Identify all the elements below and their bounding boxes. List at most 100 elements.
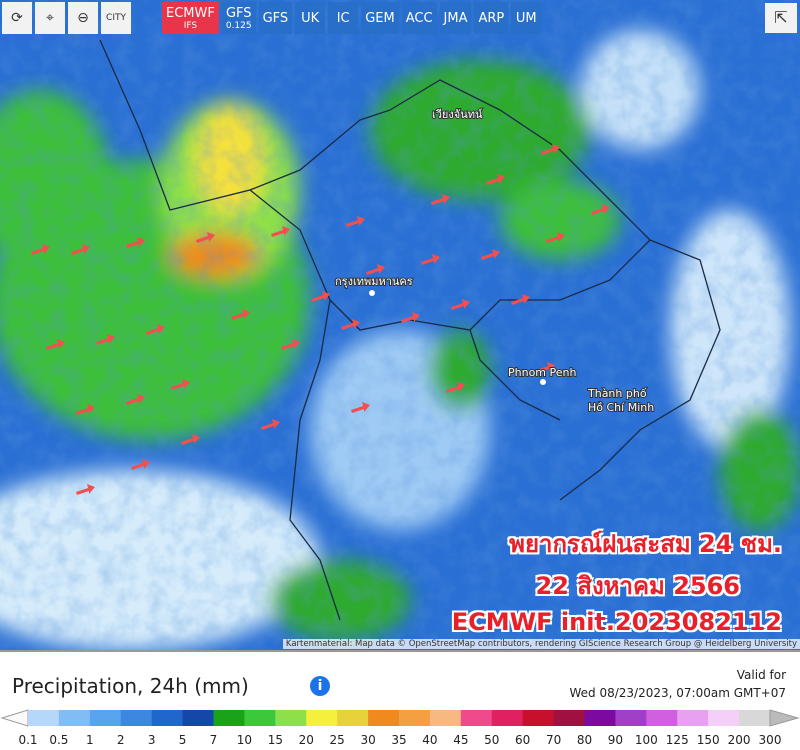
wind-arrow <box>146 324 165 335</box>
wind-arrow <box>546 232 565 243</box>
city-label: Phnom Penh <box>508 366 576 379</box>
legend-swatch <box>646 710 678 726</box>
locate-button[interactable]: ⌖ <box>35 2 65 34</box>
model-button[interactable]: UM <box>511 2 542 34</box>
wind-arrow <box>171 379 190 390</box>
model-button[interactable]: ACC <box>401 2 437 34</box>
model-sub: IFS <box>183 20 198 31</box>
wind-arrow <box>541 144 560 155</box>
wind-arrow <box>511 294 530 305</box>
legend-swatch <box>368 710 400 726</box>
wind-arrow <box>591 204 610 215</box>
model-button[interactable]: ECMWF IFS <box>162 2 219 34</box>
model-label: IC <box>336 10 350 26</box>
legend-tick-label: 35 <box>391 733 406 747</box>
wind-arrow <box>341 319 360 330</box>
model-button[interactable]: GEM <box>361 2 399 34</box>
city-label: เวียงจันทน์ <box>432 108 483 121</box>
legend-tick-label: 125 <box>666 733 689 747</box>
legend-swatch <box>491 710 524 726</box>
legend-swatch <box>213 710 245 726</box>
legend-tick-label: 90 <box>608 733 623 747</box>
wind-arrow <box>46 339 65 350</box>
overlay-text: 22 สิงหาคม 2566 <box>535 572 740 600</box>
legend-swatch <box>306 710 338 726</box>
info-button[interactable]: i <box>310 676 330 696</box>
wind-arrow <box>536 362 555 373</box>
wind-arrow <box>76 404 95 415</box>
model-button[interactable]: GFS 0.125 <box>221 2 256 34</box>
wind-arrow <box>346 216 365 227</box>
wind-arrow <box>271 226 290 237</box>
legend-swatch <box>337 710 369 726</box>
city-dot <box>369 290 375 296</box>
legend-tick-label: 45 <box>453 733 468 747</box>
wind-arrow <box>311 291 330 302</box>
legend-tick-label: 3 <box>148 733 156 747</box>
wind-arrow <box>431 194 450 205</box>
legend-tick-label: 150 <box>697 733 720 747</box>
legend-tick-label: 0.1 <box>18 733 37 747</box>
legend-swatch <box>275 710 307 726</box>
overlay-text: ECMWF init.2023082112 <box>451 608 782 636</box>
legend-swatch <box>553 710 585 726</box>
legend-tick-label: 20 <box>299 733 314 747</box>
legend-swatch <box>739 710 771 726</box>
model-button[interactable]: IC <box>328 2 359 34</box>
wind-arrow <box>366 264 385 275</box>
wind-arrow <box>261 419 280 430</box>
wind-arrow <box>76 484 95 495</box>
model-button[interactable]: JMA <box>439 2 472 34</box>
wind-arrow <box>281 339 300 350</box>
zoom-button[interactable]: ⊖ <box>68 2 98 34</box>
model-label: GEM <box>365 10 395 26</box>
valid-label: Valid for <box>736 668 786 682</box>
legend-tick-label: 40 <box>422 733 437 747</box>
legend-tick-label: 100 <box>635 733 658 747</box>
legend-swatch <box>429 710 462 726</box>
legend-swatch <box>89 710 122 726</box>
model-button[interactable]: UK <box>295 2 326 34</box>
legend-swatch <box>677 710 709 726</box>
legend-swatch <box>182 710 214 726</box>
legend-tick-label: 80 <box>577 733 592 747</box>
model-label: UM <box>515 10 537 26</box>
valid-time: Wed 08/23/2023, 07:00am GMT+07 <box>569 686 786 700</box>
share-button[interactable]: ⇱ <box>765 3 797 33</box>
legend-tick-label: 30 <box>360 733 375 747</box>
wind-arrow <box>126 394 145 405</box>
model-label: ACC <box>405 10 433 26</box>
wind-arrow <box>486 174 505 185</box>
legend-tick-label: 2 <box>117 733 125 747</box>
wind-arrow <box>231 309 250 320</box>
wind-arrow <box>351 402 370 413</box>
legend-tick-label: 200 <box>728 733 751 747</box>
legend-swatch <box>615 710 647 726</box>
legend-tick-label: 25 <box>330 733 345 747</box>
legend-swatch <box>522 710 555 726</box>
model-label: GFS <box>262 10 289 26</box>
legend-swatch <box>58 710 91 726</box>
legend-tick-label: 300 <box>759 733 782 747</box>
wind-arrow <box>31 244 50 255</box>
toolbar: ⟳ ⌖ ⊖ CITY ECMWF IFS GFS 0.125 GFS UK IC GEM ACC… <box>0 0 543 40</box>
model-label: ARP <box>478 10 505 26</box>
legend-tick-label: 1 <box>86 733 94 747</box>
color-legend: 0.1 0.5 1 2 3 5 7 10 15 20 25 30 35 40 45 50 60 70 80 90 100… <box>0 709 800 747</box>
city-button[interactable]: CITY <box>101 2 131 34</box>
wind-arrow <box>131 459 150 470</box>
model-label: JMA <box>443 10 468 26</box>
legend-tick-label: 50 <box>484 733 499 747</box>
model-button[interactable]: ARP <box>474 2 509 34</box>
layer-title: Precipitation, 24h (mm) <box>12 674 249 698</box>
wind-arrow <box>446 382 465 393</box>
wind-arrow <box>181 434 200 445</box>
model-label: GFS <box>225 5 252 21</box>
city-label: Hồ Chí Minh <box>588 401 654 414</box>
refresh-button[interactable]: ⟳ <box>2 2 32 34</box>
legend-swatch <box>399 710 431 726</box>
model-list: ECMWF IFS GFS 0.125 GFS UK IC GEM ACC JMA ARP UM <box>162 2 542 38</box>
model-button[interactable]: GFS <box>258 2 293 34</box>
map: เวียงจันทน์ กรุงเทพมหานคร Phnom Penh Thà… <box>0 0 800 650</box>
